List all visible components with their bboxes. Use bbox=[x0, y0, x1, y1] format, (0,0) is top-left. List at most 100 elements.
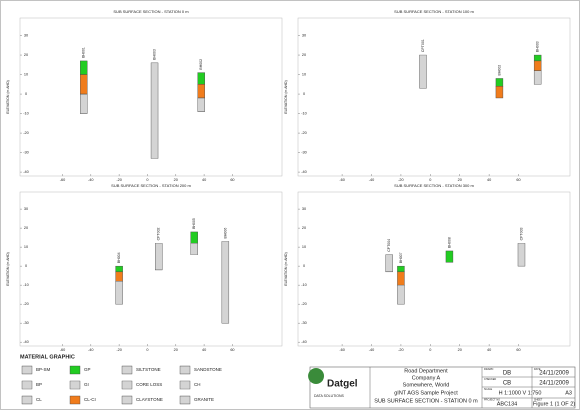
legend-swatch bbox=[121, 395, 133, 405]
sheet-size: A3 bbox=[565, 390, 572, 396]
legend-label: SILTSTONE bbox=[136, 367, 161, 372]
x-tick-label: 40 bbox=[202, 178, 206, 182]
legend-label: CORE LOSS bbox=[136, 382, 162, 387]
drawn: DB bbox=[503, 371, 511, 377]
y-tick-label: -40 bbox=[23, 340, 29, 344]
y-tick-label: -40 bbox=[23, 170, 29, 174]
borehole-layer bbox=[115, 271, 123, 282]
legend-swatch bbox=[21, 365, 33, 375]
field-label: SHEET bbox=[534, 399, 543, 402]
y-tick-label: 30 bbox=[302, 34, 306, 38]
panel-frame bbox=[19, 191, 283, 347]
borehole-name: CPT002 bbox=[157, 227, 161, 240]
legend-title: MATERIAL GRAPHIC bbox=[20, 354, 75, 360]
borehole-layer bbox=[190, 243, 198, 255]
project-no: ABC134 bbox=[497, 401, 518, 407]
legend-label: CL bbox=[36, 397, 42, 402]
y-axis-label: ELEVATION (m AHD) bbox=[284, 80, 288, 114]
y-tick-label: -20 bbox=[23, 131, 29, 135]
y-tick-label: 20 bbox=[302, 53, 306, 57]
borehole-layer bbox=[80, 60, 88, 75]
drawn-date: 24/11/2009 bbox=[539, 371, 569, 377]
y-tick-label: 30 bbox=[302, 207, 306, 211]
x-tick-label: -20 bbox=[116, 178, 122, 182]
legend-swatch bbox=[21, 380, 33, 390]
y-axis-label: ELEVATION (m AHD) bbox=[284, 252, 288, 286]
legend-swatch bbox=[121, 365, 133, 375]
panel-title: SUB SURFACE SECTION - STATION 0 m bbox=[113, 9, 189, 14]
y-tick-label: -30 bbox=[23, 321, 29, 325]
borehole-layer bbox=[197, 72, 205, 85]
field-label: PROJECT NO bbox=[484, 399, 500, 402]
y-tick-label: 0 bbox=[303, 264, 305, 268]
client: Company A bbox=[412, 375, 441, 381]
borehole: CPT001 bbox=[419, 39, 427, 89]
x-tick-label: 20 bbox=[458, 348, 462, 352]
x-tick-label: 0 bbox=[429, 178, 431, 182]
legend-label: CL-CI bbox=[84, 397, 96, 402]
y-tick-label: -20 bbox=[23, 302, 29, 306]
client: Somewhere, World bbox=[403, 382, 450, 388]
borehole-layer bbox=[115, 265, 123, 273]
borehole-layer bbox=[150, 62, 159, 159]
y-tick-label: -30 bbox=[23, 151, 29, 155]
borehole: BH003 bbox=[533, 41, 542, 85]
legend-label: GRANITE bbox=[194, 397, 214, 402]
checked-date: 24/11/2009 bbox=[539, 381, 569, 387]
borehole-layer bbox=[397, 284, 405, 305]
y-tick-label: -20 bbox=[301, 131, 307, 135]
field-label: DATE bbox=[534, 368, 541, 371]
y-axis-label: ELEVATION (m AHD) bbox=[6, 80, 10, 114]
legend-swatch bbox=[21, 395, 33, 405]
borehole: BH001 bbox=[80, 47, 88, 114]
borehole-layer bbox=[533, 54, 542, 62]
borehole-layer bbox=[445, 250, 454, 263]
x-tick-label: -40 bbox=[88, 348, 94, 352]
borehole-layer bbox=[517, 243, 526, 267]
borehole-layer bbox=[80, 93, 88, 114]
borehole: BH006 bbox=[221, 228, 230, 324]
x-tick-label: -60 bbox=[60, 178, 66, 182]
borehole-name: BH007 bbox=[399, 252, 403, 263]
y-tick-label: -30 bbox=[301, 151, 307, 155]
y-tick-label: 30 bbox=[24, 34, 28, 38]
x-tick-label: 0 bbox=[146, 348, 148, 352]
x-tick-label: 60 bbox=[230, 348, 234, 352]
x-tick-label: 20 bbox=[174, 178, 178, 182]
borehole-layer bbox=[397, 271, 405, 286]
panel-frame bbox=[19, 17, 283, 177]
legend-label: GP bbox=[84, 367, 91, 372]
x-tick-label: 20 bbox=[458, 178, 462, 182]
legend-swatch bbox=[121, 380, 133, 390]
y-tick-label: 10 bbox=[302, 245, 306, 249]
x-tick-label: -60 bbox=[339, 178, 345, 182]
borehole-name: BH002 bbox=[199, 59, 203, 70]
logo: Datgel bbox=[327, 379, 358, 390]
legend-label: GI bbox=[84, 382, 89, 387]
y-tick-label: -10 bbox=[23, 112, 29, 116]
y-tick-label: 10 bbox=[24, 245, 28, 249]
y-tick-label: -20 bbox=[301, 302, 307, 306]
panel-title: SUB SURFACE SECTION - STATION 300 m bbox=[394, 183, 474, 188]
borehole-layer bbox=[155, 243, 163, 271]
y-tick-label: -30 bbox=[301, 321, 307, 325]
x-tick-label: 60 bbox=[516, 348, 520, 352]
y-tick-label: 10 bbox=[302, 73, 306, 77]
borehole-layer bbox=[197, 97, 205, 112]
borehole-name: BH003 bbox=[536, 41, 540, 52]
title-block: Datgel DATA SOLUTIONS Road Department Co… bbox=[308, 366, 576, 409]
sheet: Figure 1 (1 OF 2) bbox=[533, 401, 575, 407]
borehole-layer bbox=[385, 254, 393, 273]
borehole-name: BH006 bbox=[223, 228, 227, 239]
borehole-layer bbox=[80, 74, 88, 95]
title-block-frame bbox=[309, 366, 576, 409]
legend-label: BP bbox=[36, 382, 42, 387]
field-label: CHECKED bbox=[484, 378, 496, 381]
legend-label: CH bbox=[194, 382, 201, 387]
logo-sub: DATA SOLUTIONS bbox=[314, 394, 344, 398]
client: Road Department bbox=[404, 368, 448, 374]
borehole: BH004 bbox=[115, 252, 123, 305]
x-tick-label: -40 bbox=[369, 348, 375, 352]
checked: CB bbox=[503, 381, 511, 387]
